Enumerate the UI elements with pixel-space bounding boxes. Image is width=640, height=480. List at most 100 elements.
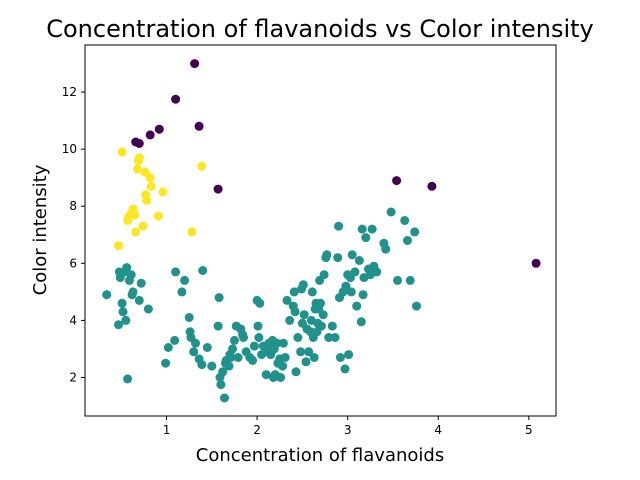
data-point (163, 343, 173, 352)
data-point (301, 357, 311, 367)
data-point (386, 207, 396, 217)
data-point (214, 293, 224, 303)
x-tick-label: 2 (253, 423, 261, 437)
data-point (291, 367, 301, 377)
data-point (198, 266, 208, 275)
data-point (344, 350, 354, 360)
data-point (347, 250, 357, 260)
data-point (261, 370, 271, 380)
data-point (118, 307, 128, 317)
y-tick-label: 12 (62, 85, 77, 99)
data-point (170, 335, 180, 345)
data-point (334, 221, 344, 231)
data-point (140, 167, 150, 177)
data-points (102, 59, 541, 403)
data-point (191, 338, 200, 348)
chart-title: Concentration of flavanoids vs Color int… (46, 15, 594, 43)
data-point (381, 244, 391, 254)
data-point (278, 338, 288, 348)
plot-frame (84, 44, 557, 417)
data-point (253, 321, 263, 331)
data-point (233, 353, 243, 362)
y-axis-label: Color intensity (30, 164, 51, 295)
data-point (142, 196, 152, 205)
data-point (102, 290, 112, 300)
data-point (154, 124, 164, 134)
data-point (220, 393, 229, 403)
data-point (276, 373, 286, 382)
data-point (184, 313, 194, 322)
data-point (171, 94, 181, 104)
data-point (427, 181, 437, 191)
data-point (350, 267, 360, 277)
data-point (117, 147, 127, 157)
data-point (146, 181, 156, 191)
data-point (158, 187, 168, 197)
data-point (285, 315, 295, 325)
data-point (316, 321, 326, 331)
data-point (282, 295, 292, 305)
data-point (296, 347, 306, 357)
plot-area (85, 45, 556, 416)
data-point (189, 347, 199, 357)
data-point (412, 301, 421, 311)
data-point (372, 267, 382, 277)
y-tick-label: 10 (62, 142, 77, 156)
data-point (392, 176, 402, 186)
x-tick-label: 5 (525, 423, 533, 437)
data-point (216, 380, 226, 390)
data-point (248, 355, 258, 365)
data-point (114, 320, 123, 330)
data-point (341, 281, 351, 291)
data-point (400, 216, 410, 225)
data-point (335, 353, 345, 362)
data-point (130, 210, 140, 220)
data-point (202, 343, 212, 352)
data-point (114, 241, 123, 251)
data-point (207, 361, 217, 371)
data-point (133, 164, 142, 174)
data-point (290, 307, 300, 317)
x-tick-label: 4 (434, 423, 442, 437)
data-point (145, 130, 155, 140)
data-point (187, 227, 197, 237)
data-point (318, 310, 328, 320)
data-point (230, 335, 239, 345)
data-point (410, 227, 420, 237)
data-point (356, 317, 366, 327)
data-point (403, 236, 412, 245)
data-point (346, 287, 356, 297)
data-point (333, 253, 343, 263)
data-point (358, 290, 368, 300)
data-point (272, 338, 282, 348)
data-point (134, 139, 144, 148)
data-point (123, 374, 133, 384)
data-point (330, 333, 340, 342)
data-point (239, 333, 248, 342)
data-point (531, 258, 541, 268)
data-point (307, 287, 317, 297)
data-point (134, 295, 144, 305)
y-tick-label: 2 (69, 370, 77, 384)
data-point (327, 321, 337, 331)
data-point (357, 224, 367, 234)
data-point (393, 275, 402, 285)
data-point (145, 173, 155, 183)
data-point (197, 161, 207, 171)
data-point (126, 270, 136, 280)
data-point (299, 310, 309, 320)
data-point (121, 315, 131, 325)
data-point (322, 250, 332, 260)
data-point (161, 358, 171, 368)
data-point (177, 287, 187, 297)
data-point (249, 341, 259, 351)
data-point (224, 361, 234, 371)
data-point (289, 287, 299, 297)
data-point (143, 304, 153, 314)
x-tick-label: 3 (344, 423, 352, 437)
data-point (153, 211, 163, 221)
data-point (128, 287, 138, 297)
data-point (352, 301, 362, 311)
data-point (213, 184, 223, 194)
